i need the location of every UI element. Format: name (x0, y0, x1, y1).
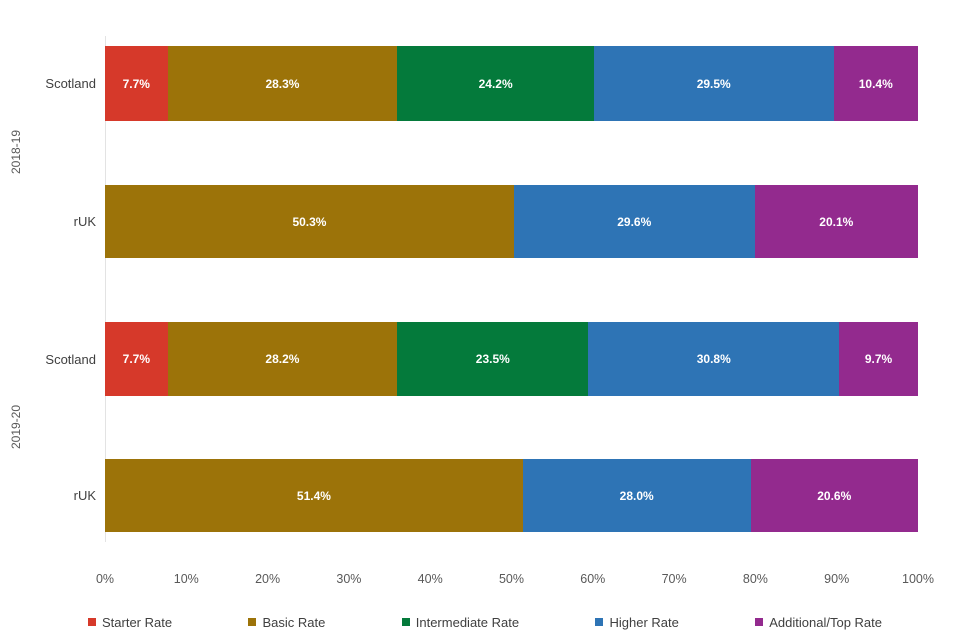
segment-value-label: 24.2% (478, 76, 513, 91)
bar-segment: 20.1% (754, 185, 918, 258)
bar-segment: 20.6% (750, 459, 918, 532)
bar-segment: 29.5% (593, 46, 834, 121)
segment-value-label: 29.6% (617, 214, 652, 229)
segment-value-label: 28.3% (265, 76, 300, 91)
x-axis-tick-label: 10% (173, 572, 199, 586)
legend-label: Higher Rate (609, 614, 679, 630)
bar-segment: 29.6% (513, 185, 755, 258)
bar-segment: 23.5% (397, 322, 589, 396)
legend: Starter Rate Basic Rate Intermediate Rate H… (88, 611, 882, 633)
y-axis-line (105, 36, 106, 542)
segment-value-label: 10.4% (858, 76, 893, 91)
legend-label: Additional/Top Rate (769, 614, 882, 630)
legend-label: Basic Rate (262, 614, 326, 630)
bar-segment: 9.7% (839, 322, 918, 396)
x-axis-tick-label: 20% (255, 572, 281, 586)
segment-value-label: 20.6% (817, 488, 852, 503)
legend-label: Starter Rate (102, 614, 173, 630)
x-axis-tick-label: 80% (742, 572, 768, 586)
legend-item: Starter Rate (88, 615, 172, 630)
bar-segment: 10.4% (833, 46, 918, 121)
bar-segment: 51.4% (105, 459, 523, 532)
x-axis: 0% 10% 20% 30% 40% 50% 60% 70% 80% 90% 100% (96, 572, 934, 590)
segment-value-label: 9.7% (864, 352, 893, 366)
legend-item: Additional/Top Rate (755, 615, 882, 630)
segment-value-label: 51.4% (296, 488, 331, 503)
plot-area: 7.7% 28.3% 24.2% 29.5% 10.4% 50.3% 29.6% 20.1% 7… (105, 0, 918, 560)
stacked-bar-2018-19-scotland: 7.7% 28.3% 24.2% 29.5% 10.4% (105, 46, 918, 121)
bar-segment: 7.7% (105, 46, 168, 121)
legend-swatch-icon (755, 618, 764, 626)
legend-label: Intermediate Rate (415, 614, 520, 630)
segment-value-label: 28.2% (265, 352, 300, 366)
segment-value-label: 28.0% (619, 488, 654, 503)
segment-value-label: 20.1% (819, 214, 854, 229)
segment-value-label: 29.5% (696, 76, 731, 91)
segment-value-label: 50.3% (292, 214, 327, 229)
bar-segment: 28.0% (522, 459, 751, 532)
category-label: rUK (73, 214, 96, 229)
segment-value-label: 23.5% (475, 352, 510, 366)
legend-item: Higher Rate (595, 614, 679, 630)
segment-value-label: 7.7% (122, 352, 150, 366)
x-axis-tick-label: 100% (902, 572, 934, 586)
legend-item: Basic Rate (248, 615, 325, 630)
segment-value-label: 7.7% (122, 76, 150, 91)
bar-segment: 7.7% (105, 322, 168, 396)
bar-segment: 24.2% (397, 46, 594, 121)
legend-item: Intermediate Rate (401, 614, 520, 630)
legend-swatch-icon (595, 618, 604, 626)
stacked-bar-2018-19-ruk: 50.3% 29.6% 20.1% (105, 185, 918, 258)
legend-swatch-icon (88, 618, 96, 626)
x-axis-tick-label: 60% (580, 572, 606, 586)
bar-segment: 30.8% (588, 322, 840, 396)
legend-swatch-icon (401, 618, 410, 626)
category-label: rUK (73, 488, 96, 503)
category-label: Scotland (45, 76, 96, 91)
stacked-bar-2019-20-scotland: 7.7% 28.2% 23.5% 30.8% 9.7% (105, 322, 918, 396)
bar-segment: 50.3% (105, 185, 514, 258)
x-axis-tick-label: 40% (417, 572, 443, 586)
stacked-bar-2019-20-ruk: 51.4% 28.0% 20.6% (105, 459, 918, 532)
category-label: Scotland (45, 351, 96, 367)
segment-value-label: 30.8% (696, 352, 731, 366)
x-axis-tick-label: 90% (824, 572, 850, 586)
x-axis-tick-label: 0% (95, 572, 115, 586)
bar-segment: 28.2% (167, 322, 398, 396)
x-axis-tick-label: 30% (336, 572, 362, 586)
bar-segment: 28.3% (167, 46, 398, 121)
x-axis-tick-label: 70% (661, 572, 687, 586)
x-axis-tick-label: 50% (498, 572, 525, 586)
legend-swatch-icon (248, 618, 257, 626)
